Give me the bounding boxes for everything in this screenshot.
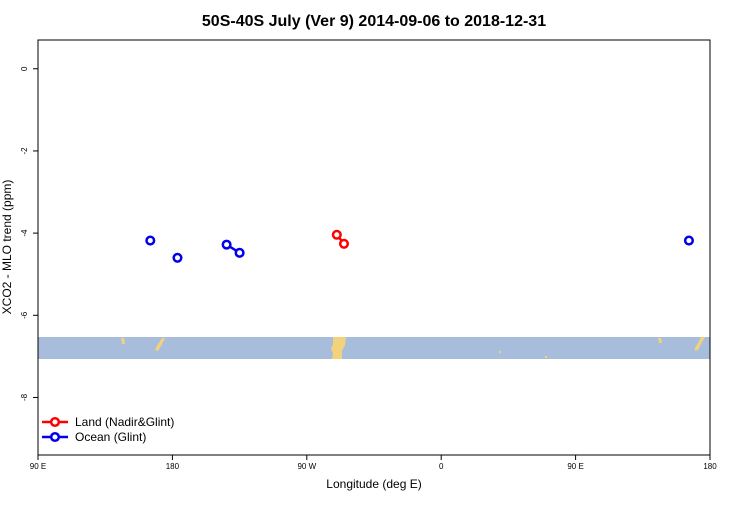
y-tick-label: -8 — [20, 393, 29, 401]
chart-title: 50S-40S July (Ver 9) 2014-09-06 to 2018-… — [202, 13, 546, 30]
legend-marker — [49, 431, 61, 443]
plot-frame — [37, 39, 711, 456]
legend-label: Ocean (Glint) — [75, 430, 146, 444]
map-strip — [38, 337, 710, 359]
y-tick-label: -4 — [20, 229, 29, 237]
data-point — [683, 235, 694, 246]
data-point — [172, 252, 183, 263]
data-point — [145, 235, 156, 246]
data-point — [221, 239, 232, 250]
x-tick-label: 180 — [703, 462, 717, 471]
x-tick-label: 90 E — [30, 462, 46, 471]
data-point — [338, 238, 350, 249]
y-tick-label: -6 — [20, 311, 29, 319]
x-tick-label: 90 E — [567, 462, 583, 471]
y-tick-label: 0 — [20, 66, 29, 71]
x-axis-label: Longitude (deg E) — [326, 477, 421, 491]
y-tick-label: -2 — [20, 147, 29, 155]
legend-marker — [49, 416, 61, 428]
legend-label: Land (Nadir&Glint) — [75, 415, 174, 429]
x-tick-label: 180 — [166, 462, 180, 471]
data-point — [331, 229, 342, 240]
y-axis-label: XCO2 - MLO trend (ppm) — [0, 180, 14, 315]
x-tick-label: 0 — [439, 462, 444, 471]
data-point — [234, 247, 245, 258]
x-tick-label: 90 W — [297, 462, 316, 471]
